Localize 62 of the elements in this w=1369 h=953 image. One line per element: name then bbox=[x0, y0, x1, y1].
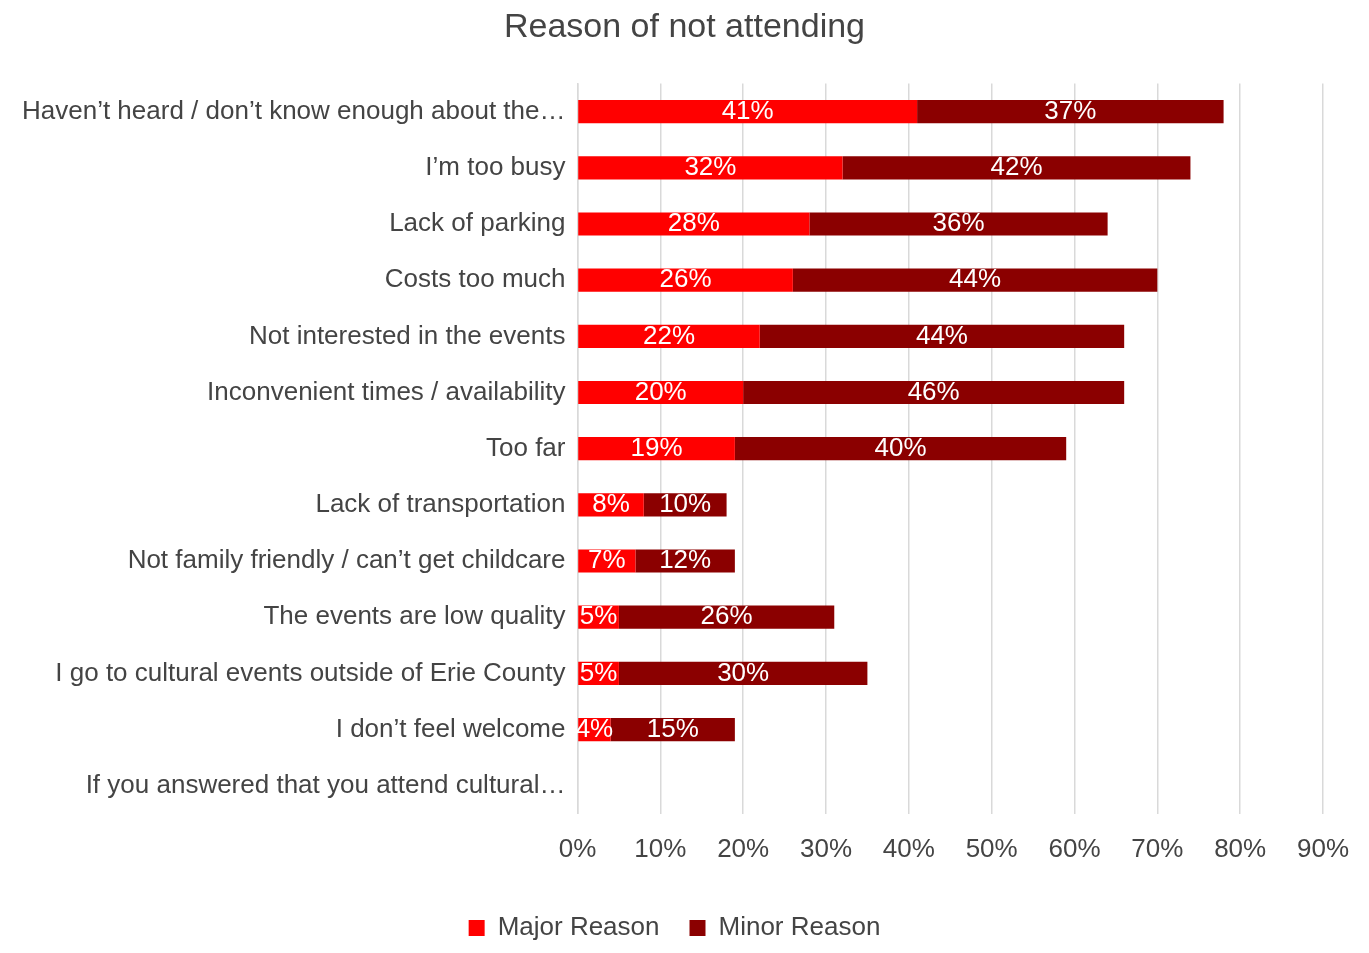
data-label: 40% bbox=[874, 431, 927, 462]
x-tick-label: 70% bbox=[1131, 832, 1184, 863]
data-label: 19% bbox=[630, 431, 683, 462]
legend-label: Major Reason bbox=[497, 911, 660, 942]
y-tick-label: Haven’t heard / don’t know enough about the… bbox=[21, 94, 566, 125]
bar bbox=[578, 100, 918, 124]
y-tick-label: I don’t feel welcome bbox=[335, 712, 566, 743]
y-tick-label: If you answered that you attend cultural… bbox=[85, 768, 566, 799]
data-label: 30% bbox=[717, 656, 770, 687]
data-label: 8% bbox=[592, 488, 630, 519]
x-tick-label: 10% bbox=[634, 832, 687, 863]
data-label: 7% bbox=[588, 544, 626, 575]
y-tick-label: Costs too much bbox=[384, 263, 566, 294]
data-label: 26% bbox=[659, 263, 712, 294]
data-label: 37% bbox=[1044, 94, 1097, 125]
bar bbox=[618, 605, 835, 629]
y-tick-label: Inconvenient times / availability bbox=[207, 375, 566, 406]
y-tick-label: Not family friendly / can’t get childcare bbox=[127, 544, 566, 575]
bar bbox=[809, 212, 1108, 236]
x-tick-label: 80% bbox=[1214, 832, 1267, 863]
data-label: 42% bbox=[990, 151, 1043, 182]
x-tick-label: 20% bbox=[717, 832, 770, 863]
data-label: 15% bbox=[646, 712, 699, 743]
y-tick-label: Too far bbox=[485, 431, 566, 462]
x-tick-label: 90% bbox=[1296, 832, 1349, 863]
data-label: 10% bbox=[659, 488, 712, 519]
bar bbox=[917, 100, 1224, 124]
bar bbox=[578, 268, 793, 292]
data-label: 5% bbox=[579, 600, 618, 631]
bar bbox=[734, 437, 1067, 461]
y-tick-label: The events are low quality bbox=[263, 600, 566, 631]
data-label: 32% bbox=[684, 151, 737, 182]
data-label: 44% bbox=[915, 319, 968, 350]
data-label: 20% bbox=[634, 375, 687, 406]
y-tick-label: Not interested in the events bbox=[248, 319, 566, 350]
x-tick-label: 0% bbox=[558, 832, 597, 863]
data-label: 46% bbox=[907, 375, 960, 406]
x-tick-label: 40% bbox=[882, 832, 935, 863]
x-tick-label: 50% bbox=[965, 832, 1018, 863]
bar bbox=[842, 156, 1191, 180]
bar bbox=[743, 380, 1125, 405]
data-label: 5% bbox=[579, 656, 618, 687]
y-tick-label: Lack of parking bbox=[389, 207, 566, 238]
data-label: 41% bbox=[721, 94, 774, 125]
legend-label: Minor Reason bbox=[718, 911, 881, 942]
bar bbox=[759, 324, 1125, 348]
data-label: 26% bbox=[700, 600, 753, 631]
bar bbox=[578, 156, 843, 180]
bar bbox=[578, 212, 810, 236]
y-tick-label: Lack of transportation bbox=[315, 488, 566, 519]
y-tick-label: I go to cultural events outside of Erie County bbox=[55, 656, 566, 687]
bar bbox=[618, 661, 868, 685]
chart-title: Reason of not attending bbox=[502, 5, 867, 46]
data-label: 36% bbox=[932, 207, 985, 238]
data-label: 12% bbox=[659, 544, 712, 575]
data-label: 44% bbox=[949, 263, 1002, 294]
y-tick-label: I’m too busy bbox=[425, 151, 566, 182]
x-tick-label: 60% bbox=[1048, 832, 1101, 863]
data-label: 22% bbox=[642, 319, 695, 350]
data-label: 28% bbox=[667, 207, 720, 238]
bar bbox=[792, 268, 1158, 292]
x-tick-label: 30% bbox=[799, 832, 853, 863]
